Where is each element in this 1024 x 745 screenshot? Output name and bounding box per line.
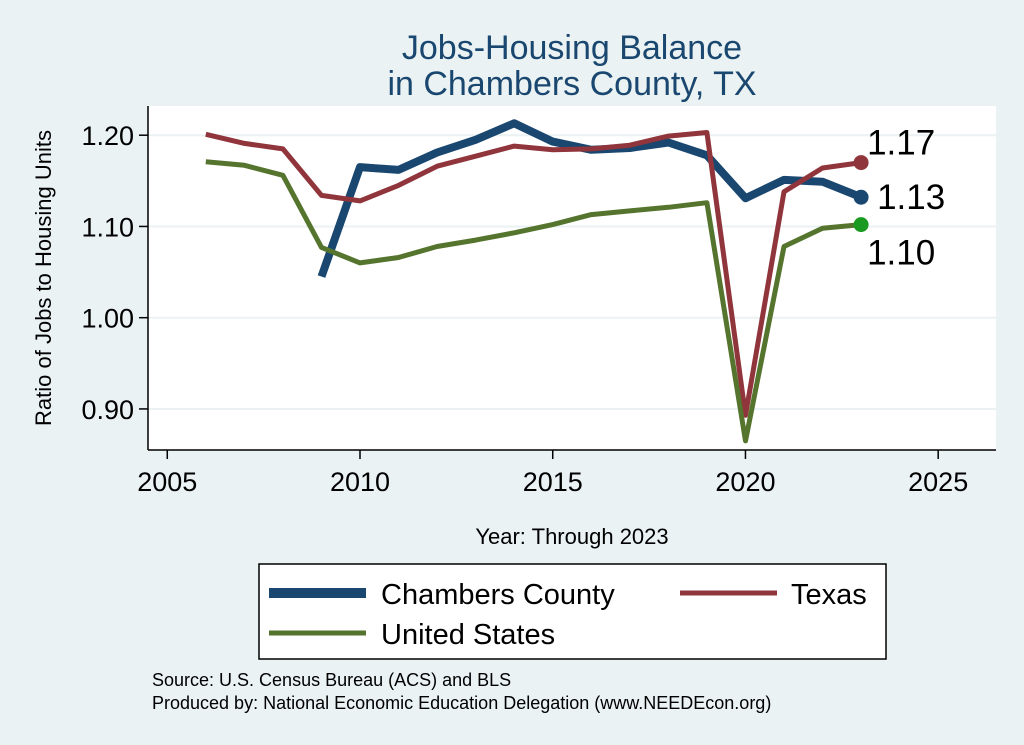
y-tick-label: 1.00 — [81, 304, 134, 334]
y-ticks: 0.90 1.00 1.10 1.20 — [81, 121, 148, 425]
producer-note: Produced by: National Economic Education… — [152, 693, 771, 713]
x-tick-label: 2025 — [908, 467, 968, 497]
series-line-texas — [205, 130, 862, 418]
end-label-texas: 1.17 — [867, 124, 935, 163]
end-marker-united-states — [853, 217, 869, 233]
x-tick-label: 2010 — [330, 467, 390, 497]
x-ticks: 2005 2010 2015 2020 2025 — [137, 450, 968, 497]
chart-title-line-2: in Chambers County, TX — [387, 65, 756, 103]
y-tick-label: 1.20 — [81, 121, 134, 151]
end-markers: 1.13 1.17 1.10 — [853, 124, 945, 273]
end-label-united-states: 1.10 — [867, 234, 935, 273]
series-line-united-states — [205, 159, 862, 444]
legend-label-chambers-county: Chambers County — [381, 579, 615, 611]
legend-box — [258, 563, 887, 660]
x-tick-label: 2020 — [715, 467, 775, 497]
x-tick-label: 2005 — [137, 467, 197, 497]
legend-label-texas: Texas — [791, 579, 867, 611]
source-note: Source: U.S. Census Bureau (ACS) and BLS — [152, 670, 511, 690]
legend-label-united-states: United States — [381, 619, 555, 651]
x-tick-label: 2015 — [523, 467, 583, 497]
y-tick-label: 0.90 — [81, 395, 134, 425]
end-marker-texas — [853, 155, 869, 171]
x-axis-title: Year: Through 2023 — [475, 524, 668, 549]
chart-title-line-1: Jobs-Housing Balance — [402, 29, 742, 67]
end-label-chambers-county: 1.13 — [877, 178, 945, 217]
end-marker-chambers-county — [853, 189, 869, 205]
y-tick-label: 1.10 — [81, 212, 134, 242]
y-axis-title: Ratio of Jobs to Housing Units — [31, 130, 56, 426]
series-lines — [205, 119, 863, 444]
